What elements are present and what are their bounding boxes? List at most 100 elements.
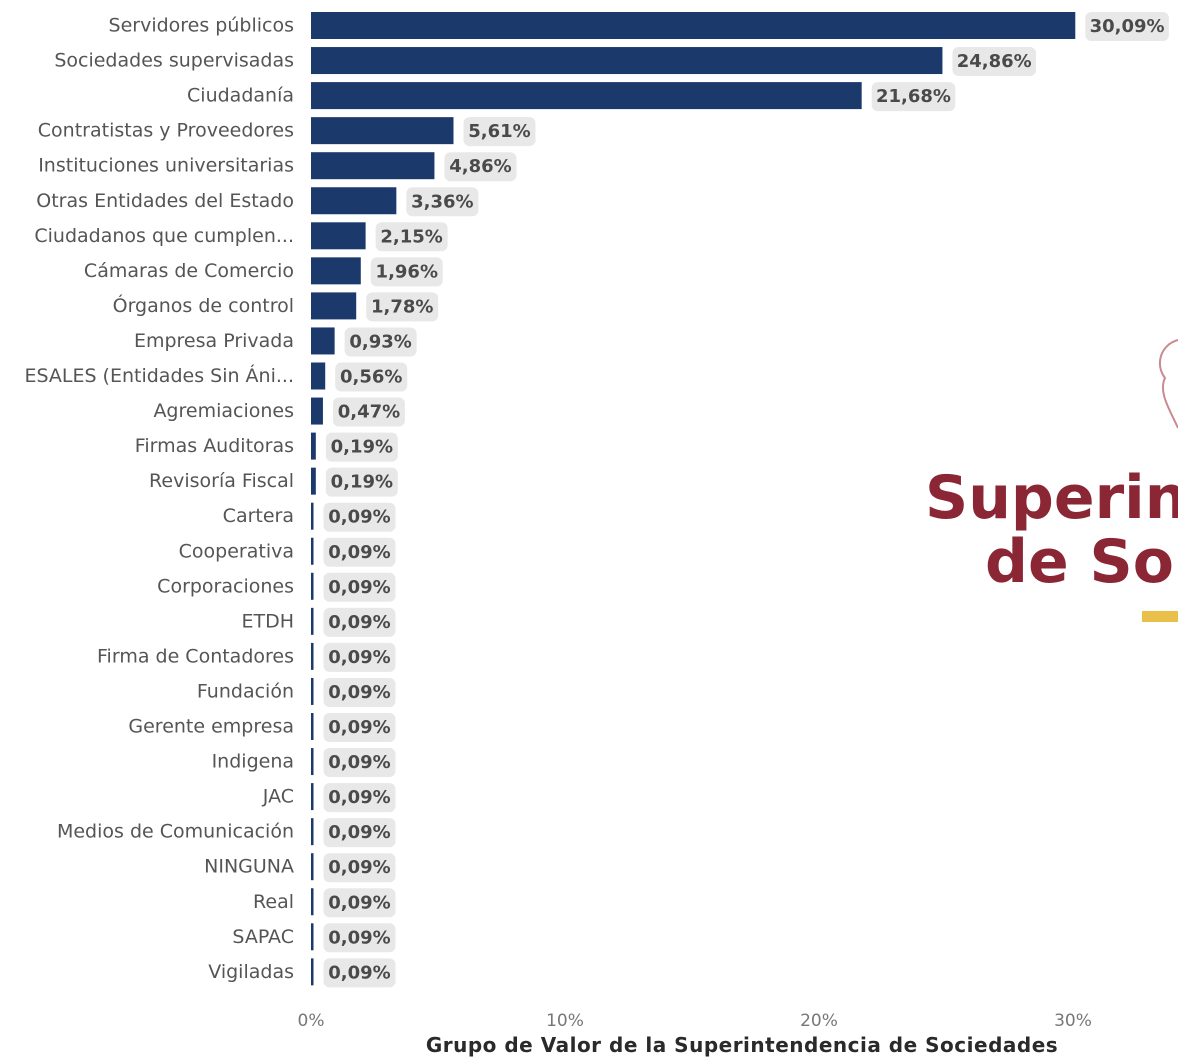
value-label-background xyxy=(323,677,396,707)
bar[interactable] xyxy=(311,958,314,986)
bar[interactable] xyxy=(311,397,323,425)
value-label: 0,09% xyxy=(328,822,390,843)
bar[interactable] xyxy=(311,537,314,565)
value-label-background xyxy=(325,467,398,497)
category-label: Cartera xyxy=(223,505,294,527)
x-axis-title: Grupo de Valor de la Superintendencia de… xyxy=(426,1033,1058,1057)
category-label: JAC xyxy=(262,786,294,808)
value-label: 0,19% xyxy=(331,472,393,493)
value-label-background xyxy=(323,748,396,778)
value-label: 0,09% xyxy=(328,927,390,948)
category-label: Revisoría Fiscal xyxy=(149,470,294,492)
value-label-background xyxy=(332,397,405,427)
value-label: 0,09% xyxy=(328,717,390,738)
category-label: Otras Entidades del Estado xyxy=(36,190,294,212)
bar[interactable] xyxy=(311,818,314,846)
logo-accent-bar xyxy=(1142,611,1178,622)
category-label: Real xyxy=(253,891,294,913)
bar[interactable] xyxy=(311,748,314,776)
value-label-background xyxy=(370,257,443,287)
bar[interactable] xyxy=(311,923,314,951)
bar[interactable] xyxy=(311,222,366,250)
value-label: 1,96% xyxy=(376,261,438,282)
value-label: 0,09% xyxy=(328,787,390,808)
value-label: 0,09% xyxy=(328,857,390,878)
value-label-background xyxy=(335,362,408,392)
value-label: 2,15% xyxy=(380,226,442,247)
bar[interactable] xyxy=(311,47,943,75)
bar[interactable] xyxy=(311,502,314,530)
category-label: Cooperativa xyxy=(179,540,294,562)
value-label: 0,93% xyxy=(349,331,411,352)
value-label-background xyxy=(323,713,396,742)
value-label: 30,09% xyxy=(1090,16,1165,37)
value-label-background xyxy=(444,152,517,182)
value-label: 3,36% xyxy=(411,191,473,212)
bar[interactable] xyxy=(311,257,361,285)
bar[interactable] xyxy=(311,783,314,811)
category-label: SAPAC xyxy=(232,926,294,948)
bar[interactable] xyxy=(311,888,314,916)
bar[interactable] xyxy=(311,82,862,110)
value-label: 1,78% xyxy=(371,296,433,317)
category-label: Vigiladas xyxy=(208,961,294,983)
category-label: Sociedades supervisadas xyxy=(54,50,294,72)
bar[interactable] xyxy=(311,713,314,740)
logo-emblem-icon xyxy=(1158,339,1178,429)
value-label-background xyxy=(323,572,396,602)
value-label-background xyxy=(323,783,396,813)
x-tick-label: 0% xyxy=(298,1011,325,1031)
bar[interactable] xyxy=(311,327,335,355)
bar[interactable] xyxy=(311,292,357,320)
value-label: 0,09% xyxy=(328,752,390,773)
category-label: NINGUNA xyxy=(204,856,294,878)
value-label-background xyxy=(1085,12,1169,41)
category-label: Fundación xyxy=(197,680,294,702)
category-label: Instituciones universitarias xyxy=(38,155,294,177)
x-axis: 0% 10% 20% 30% xyxy=(298,1011,1092,1031)
bar[interactable] xyxy=(311,187,397,215)
value-label: 0,09% xyxy=(328,962,390,983)
value-label-background xyxy=(366,292,439,322)
value-label-background xyxy=(323,502,396,532)
category-label: Órganos de control xyxy=(113,293,294,317)
bar[interactable] xyxy=(311,117,454,145)
bar[interactable] xyxy=(311,12,1076,39)
value-label-background xyxy=(406,187,479,217)
value-label-background xyxy=(323,888,396,918)
x-tick-label: 30% xyxy=(1054,1011,1092,1031)
value-label-background xyxy=(323,958,396,988)
bar[interactable] xyxy=(311,432,316,460)
value-label: 0,09% xyxy=(328,647,390,668)
bar[interactable] xyxy=(311,677,314,705)
bar[interactable] xyxy=(311,467,316,495)
bar[interactable] xyxy=(311,362,326,390)
value-label: 0,47% xyxy=(338,402,400,423)
bar[interactable] xyxy=(311,152,435,180)
value-label-background xyxy=(375,222,448,252)
category-label: Servidores públicos xyxy=(109,15,294,37)
logo-text-line1: Superin xyxy=(925,463,1178,533)
value-label: 0,09% xyxy=(328,507,390,528)
bar[interactable] xyxy=(311,853,314,881)
value-label: 0,09% xyxy=(328,612,390,633)
value-label-background xyxy=(463,117,536,147)
category-label: Ciudadanos que cumplen... xyxy=(34,225,294,247)
value-label: 24,86% xyxy=(957,51,1032,72)
value-label: 4,86% xyxy=(449,156,511,177)
category-label: Ciudadanía xyxy=(187,85,294,107)
value-label: 0,56% xyxy=(340,367,402,388)
value-label-background xyxy=(344,327,417,357)
category-label: Medios de Comunicación xyxy=(57,821,294,843)
value-label-background xyxy=(323,607,396,637)
value-label: 0,09% xyxy=(328,892,390,913)
x-tick-label: 10% xyxy=(546,1011,584,1031)
bar[interactable] xyxy=(311,572,314,600)
value-label-background xyxy=(323,818,396,848)
bar[interactable] xyxy=(311,607,314,635)
bar[interactable] xyxy=(311,642,314,670)
value-label-background xyxy=(871,82,956,112)
category-label: Contratistas y Proveedores xyxy=(38,120,294,142)
value-label-background xyxy=(323,537,396,567)
